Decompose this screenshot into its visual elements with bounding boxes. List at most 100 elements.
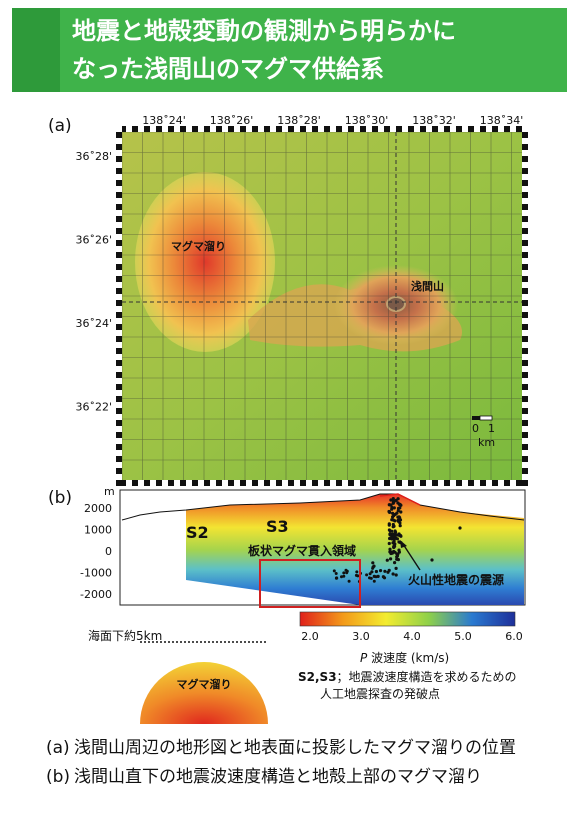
header-banner — [12, 8, 567, 92]
hypocenter — [369, 576, 373, 580]
lat-tick-label: 36˚24' — [75, 317, 112, 330]
shot-point-s3: S3 — [266, 517, 289, 536]
depth-tick-label: -1000 — [80, 567, 112, 580]
map-volcano-label: 浅間山 — [411, 279, 444, 293]
depth-tick-label: 1000 — [84, 524, 112, 537]
hypocenter — [398, 524, 402, 528]
colorbar-label: P 波速度 (km/s) — [360, 650, 449, 665]
hypocenter — [354, 573, 358, 577]
colorbar-tick-label: 2.0 — [301, 630, 319, 643]
magma-chamber-dome — [140, 662, 268, 724]
hypocenter — [370, 570, 374, 574]
hypocenter — [334, 572, 338, 575]
colorbar-tick-label: 3.0 — [352, 630, 370, 643]
hypocenter — [392, 549, 396, 554]
shot-point-notes: S2,S3；地震波速度構造を求めるための 人工地震探査の発破点 — [298, 670, 517, 701]
hypocenter — [371, 561, 375, 565]
hypocenter — [391, 518, 395, 522]
colorbar-tick-label: 4.0 — [403, 630, 421, 643]
hypocenter — [372, 579, 376, 583]
lon-tick-label: 138˚32' — [412, 114, 456, 127]
hypocenter — [387, 528, 391, 532]
hypocenter — [344, 568, 348, 572]
hypocenter — [394, 533, 398, 538]
depth-tick-label: 0 — [105, 545, 112, 558]
lon-tick-label: 138˚26' — [210, 114, 254, 127]
map-magma-label: マグマ溜り — [171, 239, 226, 253]
hypocenter — [368, 572, 372, 576]
hypocenter — [385, 558, 389, 562]
lat-tick-label: 36˚22' — [75, 401, 112, 414]
quake-label: 火山性地震の震源 — [408, 572, 504, 587]
velocity-section — [119, 489, 526, 608]
hypocenter — [387, 541, 391, 546]
hypocenter — [372, 564, 376, 568]
colorbar-tick-label: 5.0 — [454, 630, 472, 643]
hypocenter — [392, 499, 396, 503]
hypocenter — [391, 515, 395, 519]
hypocenter — [399, 534, 403, 538]
hypocenter — [392, 524, 396, 528]
dome-magma-label: マグマ溜り — [177, 677, 232, 691]
hypocenter — [379, 569, 383, 573]
hypocenter — [365, 573, 369, 577]
magma-intrusion-box — [259, 559, 361, 608]
hypocenter — [389, 551, 393, 556]
hypocenter — [399, 510, 403, 514]
lat-tick-label: 36˚26' — [75, 234, 112, 247]
terrain-map — [116, 126, 528, 486]
hypocenter — [395, 555, 399, 559]
hypocenter — [347, 579, 351, 583]
hypocenter — [387, 568, 391, 573]
hypocenter — [396, 558, 400, 562]
hypocenter — [394, 498, 398, 502]
hypocenter — [394, 573, 398, 577]
svg-text:km: km — [478, 436, 495, 449]
velocity-colorbar — [299, 611, 516, 627]
hypocenter — [396, 515, 400, 519]
hypocenter — [381, 575, 385, 579]
magma-projection — [135, 172, 275, 352]
hypocenter — [389, 498, 393, 502]
hypocenter — [394, 566, 398, 571]
svg-text:0: 0 — [472, 422, 479, 435]
svg-text:1: 1 — [488, 422, 495, 435]
hypocenter — [340, 575, 343, 579]
hypocenter — [392, 506, 396, 510]
hypocenter — [376, 575, 380, 578]
hypocenter — [392, 545, 396, 549]
panel-b-label: (b) — [48, 488, 73, 508]
hypocenter — [430, 558, 434, 562]
caption-a: (a) 浅間山周辺の地形図と地表面に投影したマグマ溜りの位置 — [46, 738, 516, 758]
hypocenter — [332, 569, 336, 573]
hypocenter — [395, 537, 399, 541]
hypocenter — [374, 569, 378, 574]
hypocenter — [390, 536, 394, 540]
page-title: 地震と地殻変動の観測から明らかに なった浅間山のマグマ供給系 — [72, 17, 456, 83]
lon-tick-label: 138˚28' — [277, 114, 321, 127]
panel-a-label: (a) — [48, 116, 72, 136]
colorbar-tick-label: 6.0 — [505, 630, 523, 643]
hypocenter — [396, 501, 400, 505]
hypocenter — [388, 532, 392, 536]
hypocenter — [458, 526, 462, 530]
hypocenter — [389, 503, 393, 507]
lat-tick-label: 36˚28' — [75, 150, 112, 163]
hypocenter — [342, 571, 346, 575]
section-y-unit: m — [104, 485, 115, 498]
depth-tick-label: 2000 — [84, 502, 112, 515]
hypocenter — [391, 572, 395, 576]
figure-caption: (a) 浅間山周辺の地形図と地表面に投影したマグマ溜りの位置 (b) 浅間山直下の地… — [46, 736, 551, 794]
hypocenter — [398, 521, 402, 525]
hypocenter — [335, 576, 339, 580]
hypocenter — [371, 566, 375, 570]
lon-tick-label: 138˚30' — [345, 114, 389, 127]
caption-b: (b) 浅間山直下の地震波速度構造と地殻上部のマグマ溜り — [46, 767, 482, 787]
lon-tick-label: 138˚24' — [142, 114, 186, 127]
hypocenter — [388, 536, 392, 541]
scale-bar: 0 1 km — [472, 415, 495, 449]
sea-level-label: 海面下約5km — [88, 629, 163, 643]
hypocenter — [388, 547, 392, 551]
hypocenter — [391, 511, 395, 515]
